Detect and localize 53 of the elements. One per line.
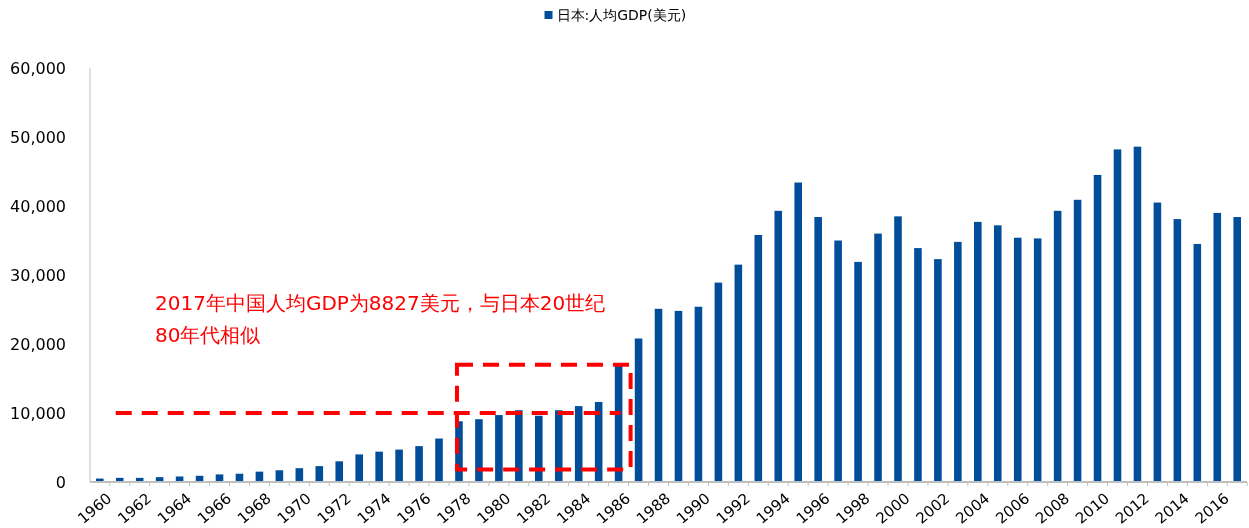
legend-label: 日本:人均GDP(美元) <box>556 6 687 23</box>
bar <box>674 310 683 482</box>
bar <box>854 261 862 482</box>
y-tick-label: 0 <box>55 472 66 492</box>
bar <box>1153 202 1162 482</box>
bar <box>694 306 703 482</box>
bar <box>934 259 942 482</box>
bar <box>654 308 663 482</box>
bar <box>1213 212 1222 482</box>
bar <box>834 240 842 482</box>
y-tick-label: 30,000 <box>10 265 66 285</box>
bar <box>435 438 443 482</box>
bar <box>754 234 763 482</box>
bar <box>1133 146 1142 482</box>
bar <box>993 225 1002 482</box>
bar <box>415 446 423 482</box>
bar <box>794 182 802 482</box>
annotation: 2017年中国人均GDP为8827美元，与日本20世纪80年代相似 <box>155 291 606 347</box>
bar <box>634 338 643 482</box>
bar <box>774 210 783 482</box>
y-tick-label: 10,000 <box>10 403 66 423</box>
bar <box>734 264 743 482</box>
bar <box>335 461 344 482</box>
bar <box>1033 238 1042 482</box>
y-tick-label: 50,000 <box>10 127 66 147</box>
bar <box>495 415 503 482</box>
bar <box>1173 219 1182 482</box>
bar <box>395 449 403 482</box>
bar <box>954 241 962 482</box>
bar <box>355 454 363 482</box>
bar <box>974 221 982 482</box>
bar <box>554 410 563 482</box>
bar <box>1113 149 1122 482</box>
y-tick-label: 40,000 <box>10 196 66 216</box>
bar <box>1073 199 1082 482</box>
bar <box>475 419 483 482</box>
bar <box>315 466 324 482</box>
bar <box>814 217 822 482</box>
bar <box>1053 210 1062 482</box>
bar <box>535 415 543 482</box>
bar <box>1013 237 1022 482</box>
bar <box>574 406 583 482</box>
y-tick-label: 60,000 <box>10 58 66 78</box>
bar <box>1193 243 1202 482</box>
bar <box>914 248 922 482</box>
bar <box>375 451 383 482</box>
bar <box>894 216 902 482</box>
bar <box>1233 217 1242 482</box>
bar <box>714 282 723 482</box>
bar <box>1093 174 1102 482</box>
y-tick-label: 20,000 <box>10 334 66 354</box>
bar <box>874 233 882 482</box>
bar <box>515 410 523 482</box>
